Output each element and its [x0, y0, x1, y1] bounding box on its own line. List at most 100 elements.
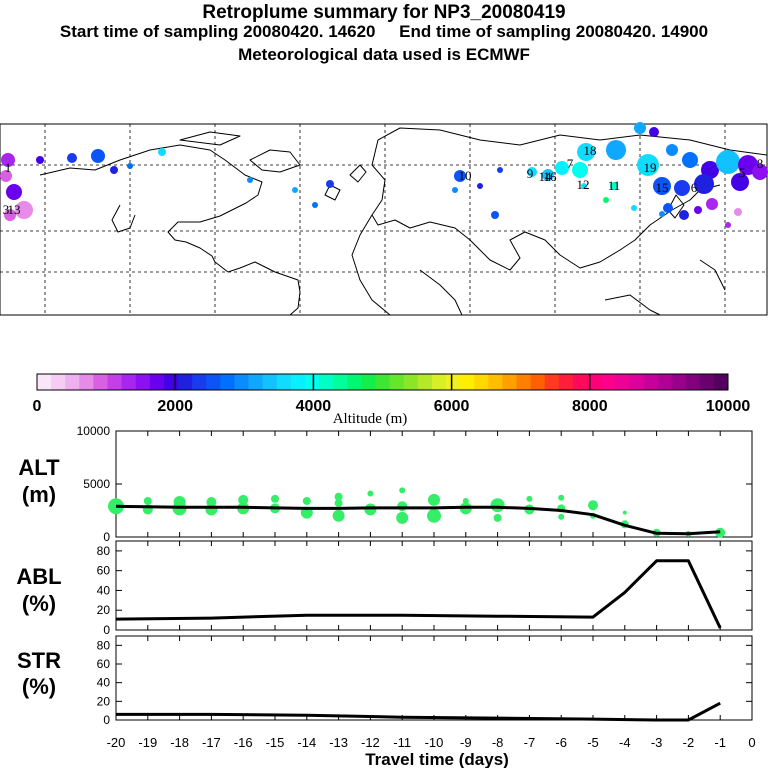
colorbar-cell: [51, 374, 66, 390]
x-tick-label: -9: [460, 735, 472, 750]
plume-dot: [663, 203, 673, 213]
x-tick-label: -10: [425, 735, 444, 750]
panel-frame: [115, 635, 753, 721]
plume-dot: [91, 149, 105, 163]
cluster-label: 8: [757, 156, 764, 171]
cluster-label: 5: [739, 165, 746, 180]
colorbar-cell: [319, 374, 334, 390]
altitude-point: [462, 497, 469, 504]
altitude-point: [399, 487, 406, 494]
plume-dot: [247, 177, 253, 183]
colorbar-cell: [163, 374, 179, 390]
colorbar-cell: [445, 374, 461, 390]
y-tick-label: 80: [97, 544, 111, 558]
x-tick-label: -2: [683, 735, 695, 750]
altitude-point: [428, 493, 440, 506]
y-tick-label: 0: [103, 530, 110, 544]
altitude-point: [271, 494, 279, 503]
cluster-label: 10: [459, 168, 472, 183]
plume-dot: [634, 122, 646, 134]
plume-dot: [679, 210, 689, 220]
x-tick-label: -3: [651, 735, 663, 750]
colorbar-cell: [643, 374, 658, 390]
plume-dot: [527, 167, 537, 177]
panel-label: ALT: [18, 455, 60, 480]
colorbar-cell: [178, 374, 193, 390]
plume-dot: [659, 211, 665, 217]
cluster-label: 11: [608, 178, 621, 193]
colorbar-cell: [93, 374, 108, 390]
colorbar-cell: [474, 374, 489, 390]
colorbar-cell: [403, 374, 419, 390]
plume-dot: [682, 152, 698, 168]
colorbar-cell: [206, 374, 221, 390]
plume-dot: [491, 211, 499, 219]
altitude-point: [367, 490, 374, 497]
colorbar-cell: [544, 374, 560, 390]
x-tick-label: -5: [587, 735, 599, 750]
y-tick-label: 60: [97, 657, 111, 671]
x-axis-label: Travel time (days): [365, 750, 509, 768]
plume-dot: [752, 164, 768, 180]
plume-dot: [454, 170, 466, 182]
plume-dot: [36, 156, 44, 164]
plume-dot: [610, 182, 618, 190]
colorbar-title: Altitude (m): [333, 411, 408, 427]
colorbar-tick-label: 6000: [434, 398, 470, 415]
plume-dot: [674, 180, 690, 196]
altitude-point: [334, 492, 343, 501]
panel-alt: 0 5000 10000 ALT(m): [18, 424, 753, 544]
plume-dot: [477, 183, 483, 189]
y-tick-label: 0: [103, 623, 110, 637]
colorbar-cell: [149, 374, 165, 390]
colorbar-cell: [699, 374, 715, 390]
plume-dot: [694, 206, 702, 214]
y-tick-label: 60: [97, 564, 111, 578]
x-tick-label: -14: [297, 735, 316, 750]
colorbar-cell: [431, 374, 447, 390]
altitude-point: [143, 496, 152, 505]
y-tick-label: 80: [97, 638, 111, 652]
colorbar-cell: [347, 374, 362, 390]
colorbar-cell: [417, 374, 433, 390]
panel-unit-label: (%): [22, 591, 56, 616]
altitude-point: [173, 496, 186, 509]
cluster-label: 14: [539, 169, 553, 184]
cluster-label: 19: [644, 160, 657, 175]
plume-dot: [127, 163, 133, 169]
colorbar-cell: [79, 374, 94, 390]
plume-dot: [0, 170, 12, 182]
altitude-point: [334, 499, 343, 508]
x-tick-label: -18: [170, 735, 189, 750]
cluster-label: 18: [584, 143, 597, 158]
plume-dot: [716, 150, 740, 174]
series-line: [116, 701, 721, 722]
sampling-time-line: Start time of sampling 20080420. 14620 E…: [59, 22, 709, 41]
colorbar-cell: [671, 374, 687, 390]
plume-dot: [581, 183, 587, 189]
plume-dot: [725, 222, 731, 228]
colorbar-tick-label: 8000: [572, 398, 608, 415]
altitude-point: [427, 508, 441, 523]
x-tick-label: -6: [555, 735, 567, 750]
altitude-point: [332, 509, 345, 522]
panel-str: 0 20 40 60 80 STR(%): [17, 635, 753, 727]
panel-label: STR: [17, 648, 61, 673]
colorbar-cell: [516, 374, 531, 390]
x-tick-label: -4: [619, 735, 631, 750]
x-axis: -20 -19 -18 -17 -16 -15 -14 -13 -12 -11 -10 -9 -8 -7-…: [107, 735, 756, 768]
plume-dot: [497, 167, 503, 173]
cluster-label: 6: [691, 180, 698, 195]
panel-label: ABL: [16, 564, 61, 589]
plume-dot: [15, 201, 33, 219]
colorbar-cell: [248, 374, 264, 390]
x-tick-label: -12: [361, 735, 380, 750]
colorbar-cell: [572, 374, 588, 390]
plume-clusters: [0, 122, 768, 228]
cluster-label: 12: [577, 177, 590, 192]
panel-unit-label: (%): [22, 674, 56, 699]
altitude-point: [397, 501, 408, 512]
plume-dot: [67, 153, 77, 163]
